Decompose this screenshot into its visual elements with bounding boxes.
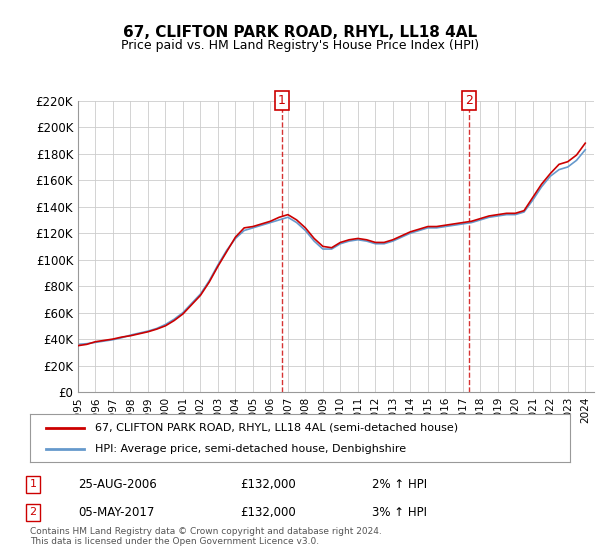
- Text: Contains HM Land Registry data © Crown copyright and database right 2024.
This d: Contains HM Land Registry data © Crown c…: [30, 526, 382, 546]
- Text: 2% ↑ HPI: 2% ↑ HPI: [372, 478, 427, 491]
- Text: 3% ↑ HPI: 3% ↑ HPI: [372, 506, 427, 519]
- Text: £132,000: £132,000: [240, 506, 296, 519]
- Text: 1: 1: [278, 94, 286, 108]
- Text: £132,000: £132,000: [240, 478, 296, 491]
- Text: 05-MAY-2017: 05-MAY-2017: [78, 506, 154, 519]
- Text: HPI: Average price, semi-detached house, Denbighshire: HPI: Average price, semi-detached house,…: [95, 444, 406, 454]
- Text: Price paid vs. HM Land Registry's House Price Index (HPI): Price paid vs. HM Land Registry's House …: [121, 39, 479, 52]
- Text: 25-AUG-2006: 25-AUG-2006: [78, 478, 157, 491]
- Text: 2: 2: [29, 507, 37, 517]
- Text: 67, CLIFTON PARK ROAD, RHYL, LL18 4AL: 67, CLIFTON PARK ROAD, RHYL, LL18 4AL: [123, 25, 477, 40]
- Text: 1: 1: [29, 479, 37, 489]
- Text: 67, CLIFTON PARK ROAD, RHYL, LL18 4AL (semi-detached house): 67, CLIFTON PARK ROAD, RHYL, LL18 4AL (s…: [95, 423, 458, 433]
- Text: 2: 2: [465, 94, 473, 108]
